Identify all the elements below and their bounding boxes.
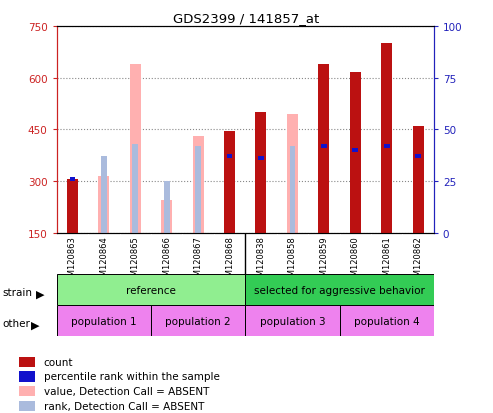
Bar xyxy=(164,182,170,233)
Bar xyxy=(255,113,267,233)
Text: percentile rank within the sample: percentile rank within the sample xyxy=(44,372,220,382)
Text: ▶: ▶ xyxy=(36,288,44,299)
Text: GSM120866: GSM120866 xyxy=(162,235,171,286)
Text: GSM120863: GSM120863 xyxy=(68,235,77,286)
Text: GDS2399 / 141857_at: GDS2399 / 141857_at xyxy=(174,12,319,24)
Text: ▶: ▶ xyxy=(31,319,39,330)
Bar xyxy=(161,201,172,233)
Text: GSM120861: GSM120861 xyxy=(382,235,391,286)
Text: rank, Detection Call = ABSENT: rank, Detection Call = ABSENT xyxy=(44,401,204,411)
Bar xyxy=(381,44,392,233)
Bar xyxy=(287,114,298,233)
Bar xyxy=(57,306,151,337)
Text: GSM120860: GSM120860 xyxy=(351,235,360,286)
Bar xyxy=(227,155,232,159)
Bar xyxy=(245,306,340,337)
Text: other: other xyxy=(2,318,31,328)
Text: reference: reference xyxy=(126,285,176,295)
Bar xyxy=(289,147,295,233)
Bar xyxy=(133,145,138,233)
Bar xyxy=(224,132,235,233)
Bar xyxy=(151,306,245,337)
Text: GSM120862: GSM120862 xyxy=(414,235,423,286)
Bar xyxy=(195,147,201,233)
Bar xyxy=(384,145,389,149)
Bar xyxy=(19,386,35,396)
Text: population 4: population 4 xyxy=(354,316,420,326)
Bar xyxy=(258,157,264,161)
Bar xyxy=(19,371,35,382)
Text: GSM120838: GSM120838 xyxy=(256,235,266,286)
Bar xyxy=(340,306,434,337)
Text: strain: strain xyxy=(2,287,33,297)
Text: selected for aggressive behavior: selected for aggressive behavior xyxy=(254,285,425,295)
Text: count: count xyxy=(44,357,73,367)
Text: population 3: population 3 xyxy=(260,316,325,326)
Bar xyxy=(19,357,35,367)
Text: GSM120864: GSM120864 xyxy=(99,235,108,286)
Text: population 2: population 2 xyxy=(165,316,231,326)
Text: GSM120859: GSM120859 xyxy=(319,235,328,286)
Bar xyxy=(413,127,423,233)
Bar xyxy=(415,155,421,159)
Text: GSM120868: GSM120868 xyxy=(225,235,234,286)
Bar xyxy=(57,275,245,306)
Text: value, Detection Call = ABSENT: value, Detection Call = ABSENT xyxy=(44,386,209,396)
Bar xyxy=(193,137,204,233)
Bar xyxy=(98,177,109,233)
Bar xyxy=(130,65,141,233)
Bar xyxy=(101,157,106,233)
Bar xyxy=(352,149,358,153)
Text: GSM120865: GSM120865 xyxy=(131,235,140,286)
Text: GSM120867: GSM120867 xyxy=(194,235,203,286)
Bar xyxy=(245,275,434,306)
Bar xyxy=(318,65,329,233)
Bar xyxy=(19,401,35,411)
Bar xyxy=(70,178,75,182)
Bar xyxy=(67,180,78,233)
Bar xyxy=(350,73,361,233)
Text: GSM120858: GSM120858 xyxy=(288,235,297,286)
Bar xyxy=(321,145,327,149)
Text: population 1: population 1 xyxy=(71,316,137,326)
